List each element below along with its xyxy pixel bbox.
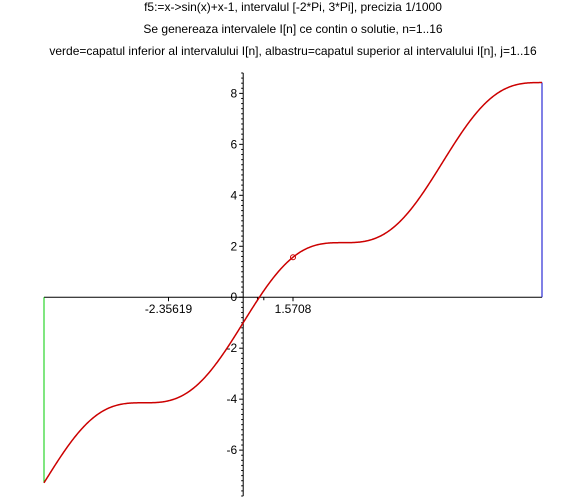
y-tick-label: -2 (227, 341, 238, 355)
marked-point (290, 254, 297, 261)
x-tick-label: -2.35619 (145, 302, 193, 316)
y-tick-label: -6 (227, 443, 238, 457)
y-tick-label: 6 (231, 137, 238, 151)
chart-title-line-2: Se genereaza intervalele I[n] ce contin … (143, 22, 443, 36)
y-tick-label: 8 (231, 86, 238, 100)
y-tick-label: 4 (231, 188, 238, 202)
chart-title-line-3: verde=capatul inferior al intervalului I… (49, 44, 537, 58)
y-tick-label: 0 (231, 290, 238, 304)
chart-title-line-1: f5:=x->sin(x)+x-1, intervalul [-2*Pi, 3*… (144, 0, 442, 14)
function-curve (43, 81, 542, 484)
y-tick-label: 2 (231, 239, 238, 253)
y-tick-label: -4 (227, 392, 238, 406)
x-tick-label: 1.5708 (275, 302, 312, 316)
